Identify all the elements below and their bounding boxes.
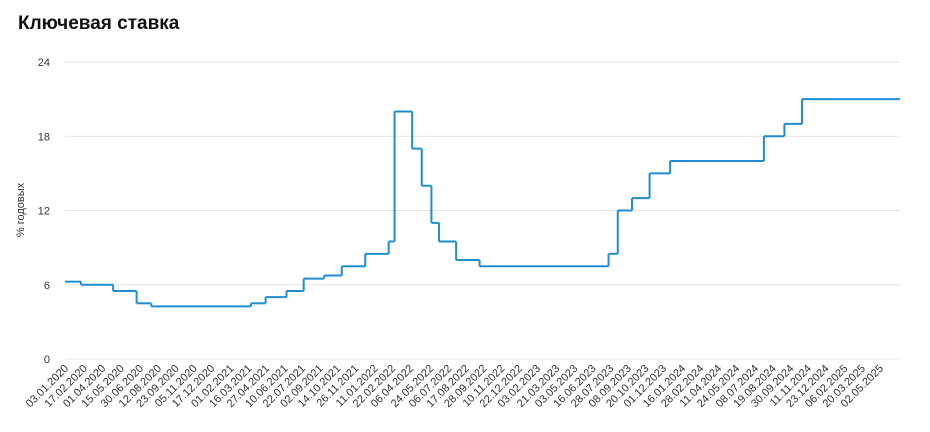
y-tick-label: 6: [44, 280, 50, 292]
y-tick-label: 12: [38, 206, 50, 218]
y-axis-label: % годовых: [15, 182, 27, 237]
y-tick-label: 18: [38, 131, 50, 143]
y-tick-label: 0: [44, 354, 50, 366]
y-tick-label: 24: [38, 57, 50, 69]
chart-title: Ключевая ставка: [18, 13, 180, 34]
